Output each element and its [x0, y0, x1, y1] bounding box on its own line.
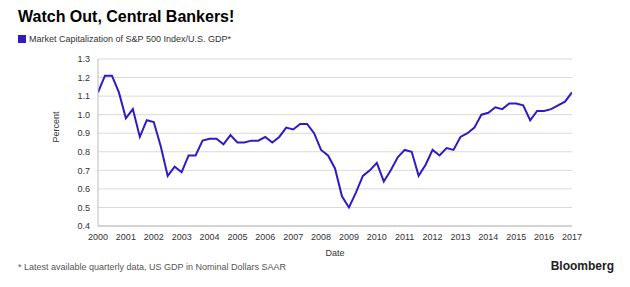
svg-text:Percent: Percent [51, 111, 61, 143]
svg-text:2012: 2012 [423, 232, 443, 242]
svg-text:2014: 2014 [478, 232, 498, 242]
svg-text:2004: 2004 [200, 232, 220, 242]
html-text:Market Capitalization of S&P 5: Market Capitalization of S&P 500 Index/U… [29, 34, 231, 44]
svg-text:0.8: 0.8 [77, 147, 90, 157]
svg-text:2001: 2001 [116, 232, 136, 242]
html-text:Watch Out, Central Bankers!: Watch Out, Central Bankers! [18, 8, 235, 25]
svg-text:2007: 2007 [283, 232, 303, 242]
html-text:Bloomberg: Bloomberg [550, 259, 614, 273]
svg-text:2016: 2016 [534, 232, 554, 242]
svg-text:2013: 2013 [450, 232, 470, 242]
svg-text:1.0: 1.0 [77, 110, 90, 120]
html-text:* Latest available quarterly d: * Latest available quarterly data, US GD… [18, 262, 286, 272]
svg-text:2006: 2006 [255, 232, 275, 242]
svg-text:0.7: 0.7 [77, 166, 90, 176]
svg-text:0.6: 0.6 [77, 184, 90, 194]
svg-text:2015: 2015 [506, 232, 526, 242]
svg-text:2017: 2017 [562, 232, 582, 242]
svg-text:0.9: 0.9 [77, 128, 90, 138]
svg-text:2008: 2008 [311, 232, 331, 242]
svg-text:2010: 2010 [367, 232, 387, 242]
svg-text:2003: 2003 [172, 232, 192, 242]
svg-text:2009: 2009 [339, 232, 359, 242]
svg-text:2002: 2002 [144, 232, 164, 242]
svg-text:Date: Date [325, 248, 344, 256]
svg-text:1.1: 1.1 [77, 91, 90, 101]
svg-text:2011: 2011 [395, 232, 414, 242]
svg-text:0.5: 0.5 [77, 203, 90, 213]
svg-text:0.4: 0.4 [77, 221, 90, 231]
svg-text:2005: 2005 [227, 232, 247, 242]
svg-text:1.2: 1.2 [77, 73, 90, 83]
svg-text:1.3: 1.3 [77, 54, 90, 64]
svg-text:2000: 2000 [88, 232, 108, 242]
